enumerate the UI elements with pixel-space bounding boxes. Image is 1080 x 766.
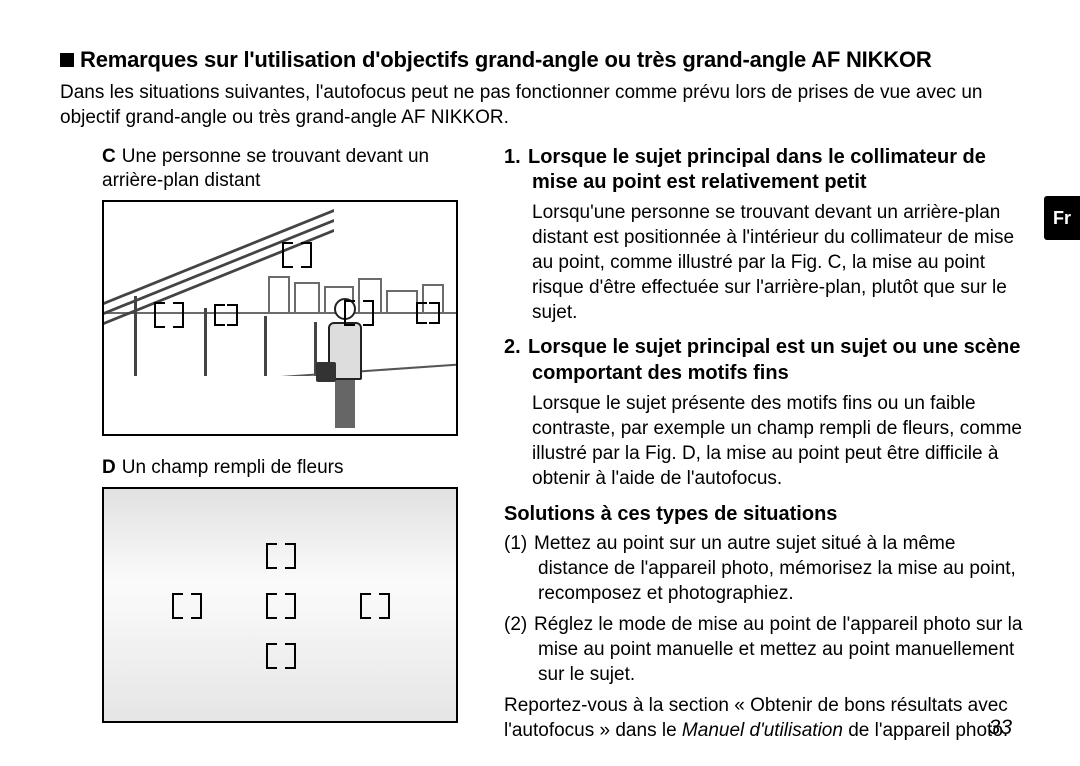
- solution-1: (1)Mettez au point sur un autre sujet si…: [504, 531, 1024, 606]
- item1-number: 1.: [504, 145, 528, 171]
- manual-page: Fr Remarques sur l'utilisation d'objecti…: [0, 0, 1080, 766]
- item2-heading: 2.Lorsque le sujet principal est un suje…: [504, 335, 1024, 386]
- af-bracket-icon: [344, 300, 374, 322]
- solution-2-text: Réglez le mode de mise au point de l'app…: [534, 614, 1022, 685]
- language-tab: Fr: [1044, 196, 1080, 240]
- item1-body: Lorsqu'une personne se trouvant devant u…: [504, 200, 1024, 325]
- intro-paragraph: Dans les situations suivantes, l'autofoc…: [60, 80, 1024, 131]
- item2-body: Lorsque le sujet présente des motifs fin…: [504, 391, 1024, 491]
- reference-note: Reportez-vous à la section « Obtenir de …: [504, 693, 1024, 743]
- figure-c-caption: CUne personne se trouvant devant un arri…: [102, 145, 490, 194]
- section-heading: Remarques sur l'utilisation d'objectifs …: [60, 46, 1024, 74]
- page-number: 33: [989, 716, 1012, 740]
- item1-heading: 1.Lorsque le sujet principal dans le col…: [504, 145, 1024, 196]
- af-bracket-icon: [172, 593, 202, 615]
- figure-d-caption-text: Un champ rempli de fleurs: [122, 457, 344, 478]
- af-bracket-icon: [154, 302, 184, 324]
- numbered-item-1: 1.Lorsque le sujet principal dans le col…: [504, 145, 1024, 326]
- af-bracket-icon: [266, 543, 296, 565]
- solution-2: (2)Réglez le mode de mise au point de l'…: [504, 612, 1024, 687]
- af-bracket-icon: [416, 302, 440, 320]
- af-bracket-icon: [282, 242, 312, 264]
- item2-head-text: Lorsque le sujet principal est un sujet …: [528, 336, 1020, 384]
- heading-bullet-icon: [60, 53, 74, 67]
- solution-1-text: Mettez au point sur un autre sujet situé…: [534, 533, 1016, 604]
- figure-d-illustration: [102, 487, 458, 723]
- af-bracket-icon: [360, 593, 390, 615]
- item2-number: 2.: [504, 335, 528, 361]
- item1-head-text: Lorsque le sujet principal dans le colli…: [528, 146, 986, 194]
- right-column: 1.Lorsque le sujet principal dans le col…: [504, 145, 1024, 744]
- figure-c-caption-text: Une personne se trouvant devant un arriè…: [102, 146, 429, 192]
- af-bracket-icon: [266, 593, 296, 615]
- numbered-item-2: 2.Lorsque le sujet principal est un suje…: [504, 335, 1024, 491]
- heading-text: Remarques sur l'utilisation d'objectifs …: [80, 47, 932, 72]
- figure-d-label: D: [102, 457, 116, 478]
- solutions-heading: Solutions à ces types de situations: [504, 501, 1024, 527]
- figure-c-label: C: [102, 146, 116, 167]
- figure-c-illustration: [102, 200, 458, 436]
- two-column-layout: CUne personne se trouvant devant un arri…: [60, 145, 1024, 744]
- figure-d-caption: D Un champ rempli de fleurs: [102, 456, 490, 481]
- left-column: CUne personne se trouvant devant un arri…: [60, 145, 490, 744]
- solution-2-number: (2): [504, 612, 534, 637]
- note-text-b: de l'appareil photo.: [843, 720, 1008, 741]
- note-manual-title: Manuel d'utilisation: [682, 720, 843, 741]
- solution-1-number: (1): [504, 531, 534, 556]
- af-bracket-icon: [214, 304, 238, 322]
- af-bracket-icon: [266, 643, 296, 665]
